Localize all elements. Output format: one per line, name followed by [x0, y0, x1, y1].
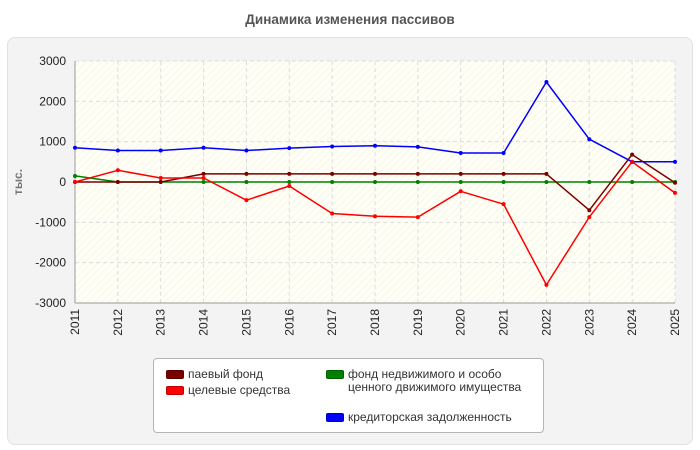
y-tick-label: -1000 [35, 215, 66, 229]
data-point [287, 146, 292, 151]
legend-item-paevyi-fond: паевый фонд [166, 368, 263, 381]
data-point [458, 171, 463, 176]
x-tick-labels: 2011 2012 2013 2014 2015 2016 2017 2018 2019 2020… [68, 309, 682, 336]
data-point [73, 180, 77, 184]
data-point [544, 282, 549, 287]
data-point [330, 171, 335, 176]
data-point [373, 180, 377, 184]
x-tick-label: 2017 [325, 309, 339, 336]
data-point [501, 171, 506, 176]
data-point [73, 173, 77, 178]
y-tick-label: 1000 [39, 135, 66, 149]
x-tick-label: 2020 [454, 309, 468, 336]
chart-title: Динамика изменения пассивов [245, 12, 455, 27]
data-point [458, 180, 463, 184]
data-point [458, 150, 463, 155]
legend-label: кредиторская задолженность [348, 410, 512, 424]
data-point [287, 180, 292, 184]
data-point [244, 171, 249, 176]
data-point [330, 180, 335, 184]
data-point [244, 198, 249, 203]
y-tick-label: -3000 [35, 296, 66, 310]
data-point [158, 175, 163, 180]
data-point [415, 180, 420, 184]
data-point [673, 190, 677, 195]
data-point [244, 148, 249, 153]
data-point [587, 208, 592, 213]
x-tick-label: 2019 [411, 309, 425, 336]
data-point [201, 175, 206, 180]
data-point [501, 180, 506, 184]
x-tick-label: 2014 [197, 309, 211, 336]
legend-item-tselevye-sredstva: целевые средства [166, 384, 290, 397]
data-point [673, 159, 677, 164]
data-point [673, 180, 677, 185]
data-point [544, 79, 549, 84]
y-tick-label: 3000 [39, 54, 66, 68]
x-tick-label: 2016 [282, 309, 296, 336]
x-tick-label: 2025 [668, 309, 682, 336]
legend-swatch [166, 386, 184, 395]
data-point [373, 214, 377, 219]
data-point [415, 215, 420, 220]
legend-swatch [166, 370, 184, 379]
data-point [587, 215, 592, 220]
x-tick-label: 2011 [68, 309, 82, 335]
data-point [630, 152, 635, 157]
data-point [73, 145, 77, 150]
data-point [158, 180, 163, 184]
data-point [201, 145, 206, 150]
data-point [501, 202, 506, 207]
data-point [458, 189, 463, 194]
legend-label: фонд недвижимого и особо ценного движимо… [348, 367, 522, 394]
x-tick-label: 2023 [582, 309, 596, 336]
data-point [544, 171, 549, 176]
data-point [415, 171, 420, 176]
legend-swatch [326, 413, 344, 422]
x-tick-label: 2024 [625, 309, 639, 336]
chart-legend: паевый фонд целевые средства фонд недвиж… [153, 358, 544, 433]
data-point [115, 180, 120, 184]
data-point [158, 148, 163, 153]
data-point [330, 144, 335, 149]
data-point [287, 171, 292, 176]
legend-swatch [326, 370, 344, 379]
data-point [587, 137, 592, 142]
x-tick-label: 2013 [154, 309, 168, 336]
data-point [201, 180, 206, 184]
y-tick-labels: 3000 2000 1000 0 -1000 -2000 -3000 [35, 54, 66, 310]
data-point [544, 180, 549, 184]
data-point [244, 180, 249, 184]
data-point [115, 148, 120, 153]
legend-item-fond-nedvizhimogo: фонд недвижимого и особо ценного движимо… [326, 368, 531, 394]
data-point [373, 171, 377, 176]
y-tick-label: 2000 [39, 94, 66, 108]
x-tick-label: 2022 [539, 309, 553, 336]
data-point [115, 168, 120, 173]
y-tick-label: 0 [59, 175, 66, 189]
data-point [630, 180, 635, 184]
series-points [73, 79, 677, 287]
x-tick-label: 2018 [368, 309, 382, 336]
legend-label: целевые средства [188, 383, 291, 397]
data-point [501, 150, 506, 155]
data-point [630, 159, 635, 164]
data-point [373, 143, 377, 148]
data-point [330, 211, 335, 216]
y-tick-label: -2000 [35, 256, 66, 270]
x-tick-label: 2021 [497, 309, 511, 336]
x-tick-label: 2015 [239, 309, 253, 336]
legend-item-kreditorskaya: кредиторская задолженность [326, 411, 512, 424]
data-point [201, 171, 206, 176]
data-point [587, 180, 592, 184]
y-axis-label: тыс. [11, 169, 25, 195]
legend-label: паевый фонд [188, 367, 264, 381]
x-tick-label: 2012 [111, 309, 125, 336]
data-point [287, 184, 292, 189]
data-point [415, 144, 420, 149]
